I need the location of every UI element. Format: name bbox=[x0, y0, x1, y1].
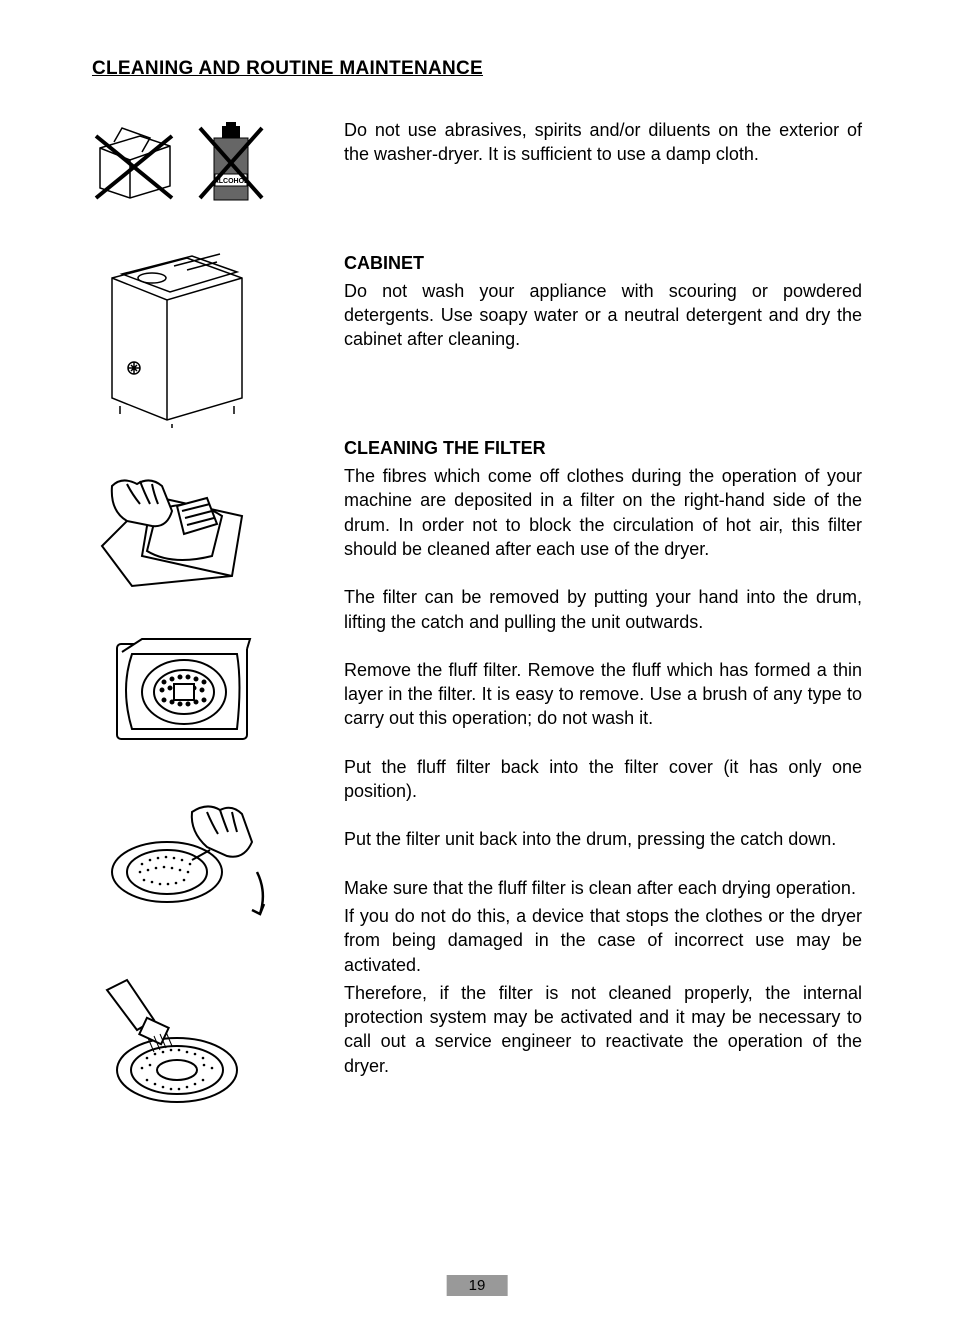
brush-filter-icon bbox=[92, 970, 292, 1120]
filter-p6: Make sure that the fluff filter is clean… bbox=[344, 876, 862, 900]
page-number: 19 bbox=[447, 1275, 508, 1296]
hand-drum-icon bbox=[92, 456, 292, 596]
cabinet-heading: CABINET bbox=[344, 251, 862, 275]
filter-p5: Put the filter unit back into the drum, … bbox=[344, 827, 862, 851]
filter-p8: Therefore, if the filter is not cleaned … bbox=[344, 981, 862, 1078]
text-column: Do not use abrasives, spirits and/or dil… bbox=[344, 118, 862, 1148]
illustrations-column: ALCOHOL bbox=[92, 118, 292, 1148]
no-abrasives-icon: ALCOHOL bbox=[92, 118, 292, 210]
filter-p3: Remove the fluff filter. Remove the fluf… bbox=[344, 658, 862, 731]
filter-p2: The filter can be removed by putting you… bbox=[344, 585, 862, 634]
filter-p7: If you do not do this, a device that sto… bbox=[344, 904, 862, 977]
remove-filter-icon bbox=[92, 782, 292, 942]
content-row: ALCOHOL bbox=[92, 118, 862, 1148]
filter-heading: CLEANING THE FILTER bbox=[344, 436, 862, 460]
filter-p1: The fibres which come off clothes during… bbox=[344, 464, 862, 561]
filter-p4: Put the fluff filter back into the filte… bbox=[344, 755, 862, 804]
drum-opening-icon bbox=[92, 624, 292, 754]
cabinet-text: Do not wash your appliance with scouring… bbox=[344, 279, 862, 352]
page-title: CLEANING AND ROUTINE MAINTENANCE bbox=[92, 58, 862, 80]
washer-cabinet-icon bbox=[92, 238, 292, 428]
intro-text: Do not use abrasives, spirits and/or dil… bbox=[344, 118, 862, 167]
